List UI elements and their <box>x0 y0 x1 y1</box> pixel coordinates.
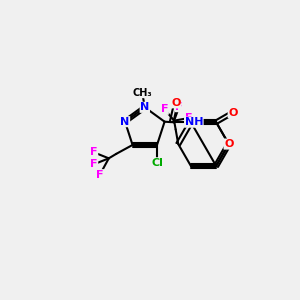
Text: F: F <box>96 170 103 180</box>
Text: F: F <box>90 147 98 158</box>
Text: O: O <box>228 107 238 118</box>
Text: F: F <box>161 104 168 114</box>
Text: Cl: Cl <box>151 158 163 168</box>
Text: CH₃: CH₃ <box>132 88 152 98</box>
Text: F: F <box>176 102 183 112</box>
Text: F: F <box>185 113 193 123</box>
Text: N: N <box>120 117 130 127</box>
Text: O: O <box>224 139 233 149</box>
Text: NH: NH <box>184 117 203 127</box>
Text: N: N <box>140 102 149 112</box>
Text: O: O <box>171 98 181 108</box>
Text: F: F <box>90 159 98 169</box>
